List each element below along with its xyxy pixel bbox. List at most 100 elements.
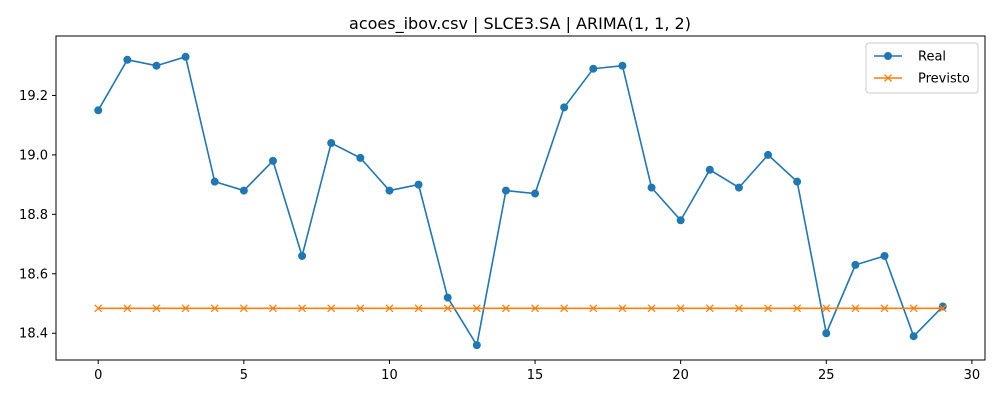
- real-point: [647, 183, 656, 192]
- real-point: [589, 64, 598, 73]
- previsto-point: [589, 304, 598, 313]
- x-tick-label: 0: [94, 368, 102, 383]
- previsto-point: [531, 304, 540, 313]
- real-point: [734, 183, 743, 192]
- legend-marker: [884, 52, 892, 60]
- previsto-point-stroke: [501, 304, 510, 313]
- real-point: [356, 153, 365, 162]
- legend-item-previsto: Previsto: [874, 72, 970, 87]
- previsto-point-stroke: [647, 304, 656, 313]
- real-point: [181, 52, 190, 61]
- y-tick-label: 18.8: [19, 208, 48, 223]
- previsto-point-stroke: [822, 304, 831, 313]
- previsto-point-stroke: [793, 304, 802, 313]
- previsto-point-stroke: [560, 304, 569, 313]
- plot-frame: [55, 35, 986, 361]
- real-point: [851, 260, 860, 269]
- previsto-point-stroke: [414, 304, 423, 313]
- previsto-point-stroke: [909, 304, 918, 313]
- previsto-point-stroke: [327, 304, 336, 313]
- previsto-point-stroke: [764, 304, 772, 313]
- legend-label: Real: [918, 50, 946, 65]
- previsto-point: [181, 304, 190, 313]
- previsto-point: [239, 304, 248, 313]
- y-tick-label: 18.4: [19, 327, 48, 342]
- previsto-point-stroke: [443, 304, 452, 313]
- previsto-point-stroke: [239, 304, 248, 313]
- previsto-point: [501, 304, 510, 313]
- legend-marker-stroke: [884, 74, 892, 82]
- previsto-point: [647, 304, 656, 313]
- previsto-point: [851, 304, 860, 313]
- previsto-point-stroke: [472, 304, 481, 313]
- previsto-point: [327, 304, 336, 313]
- previsto-point: [472, 304, 481, 313]
- previsto-point: [443, 304, 452, 313]
- x-tick-label: 10: [381, 368, 398, 383]
- real-point: [298, 251, 307, 260]
- y-tick-label: 19.0: [19, 148, 48, 163]
- real-point: [501, 186, 510, 195]
- legend-item-real: Real: [874, 50, 946, 65]
- previsto-point: [94, 304, 103, 313]
- real-point: [531, 189, 540, 198]
- previsto-point: [676, 304, 685, 313]
- previsto-point: [269, 304, 277, 313]
- chart-title: acoes_ibov.csv | SLCE3.SA | ARIMA(1, 1, …: [349, 14, 691, 34]
- real-point: [705, 165, 714, 174]
- previsto-point: [123, 304, 132, 313]
- previsto-point-stroke: [676, 304, 685, 313]
- x-tick-label: 20: [672, 368, 689, 383]
- real-point: [123, 55, 132, 64]
- real-point: [822, 329, 831, 338]
- real-point: [268, 156, 277, 165]
- legend-label: Previsto: [918, 72, 970, 87]
- previsto-point: [938, 304, 947, 313]
- previsto-point: [385, 304, 394, 313]
- real-point: [909, 332, 918, 341]
- previsto-point: [734, 304, 743, 313]
- real-point: [560, 103, 569, 112]
- previsto-point: [618, 304, 627, 313]
- x-tick-label: 25: [818, 368, 835, 383]
- previsto-point: [822, 304, 831, 313]
- x-axis: 0 5 10 15 20 25 30: [94, 360, 980, 383]
- previsto-point: [298, 304, 307, 313]
- previsto-point-stroke: [531, 304, 540, 313]
- previsto-point: [793, 304, 802, 313]
- previsto-point-stroke: [123, 304, 132, 313]
- legend-marker: [884, 74, 892, 82]
- x-tick-label: 15: [527, 368, 544, 383]
- real-point: [152, 61, 161, 70]
- series-layer: [94, 52, 947, 350]
- x-tick-label: 5: [240, 368, 248, 383]
- real-point: [385, 186, 394, 195]
- real-point: [327, 139, 336, 148]
- real-point: [938, 302, 947, 311]
- previsto-point-stroke: [269, 304, 277, 313]
- previsto-point-stroke: [210, 304, 219, 313]
- real-point: [443, 293, 452, 302]
- previsto-point-stroke: [851, 304, 860, 313]
- previsto-point: [880, 304, 889, 313]
- previsto-point: [560, 304, 569, 313]
- real-point: [676, 216, 685, 225]
- real-point: [414, 180, 423, 189]
- previsto-point: [705, 304, 714, 313]
- previsto-point: [210, 304, 219, 313]
- previsto-point-stroke: [589, 304, 598, 313]
- previsto-point: [356, 304, 365, 313]
- real-series-line: [97, 55, 944, 348]
- previsto-point-stroke: [181, 304, 190, 313]
- previsto-point: [152, 304, 161, 313]
- previsto-point-stroke: [298, 304, 307, 313]
- real-point: [793, 177, 802, 186]
- real-point: [880, 251, 889, 260]
- previsto-point-stroke: [94, 304, 103, 313]
- previsto-point: [909, 304, 918, 313]
- legend: Real Previsto: [865, 42, 979, 94]
- real-point: [618, 61, 627, 70]
- previsto-point-stroke: [705, 304, 714, 313]
- previsto-point: [764, 304, 772, 313]
